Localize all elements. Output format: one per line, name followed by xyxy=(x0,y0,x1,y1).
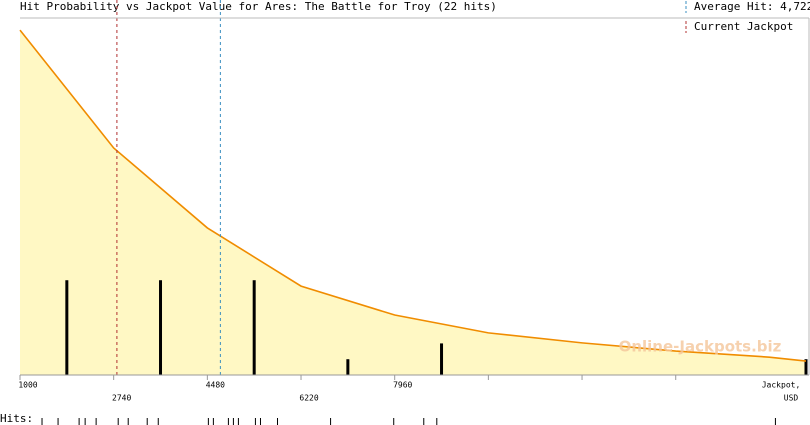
area-fill xyxy=(20,30,806,375)
hit-bar xyxy=(346,359,350,375)
chart-title: Hit Probability vs Jackpot Value for Are… xyxy=(20,0,497,13)
hit-bar xyxy=(252,280,256,375)
hit-bar xyxy=(159,280,163,375)
x-tick-label: 4480 xyxy=(206,381,225,390)
x-tick-label: 6220 xyxy=(299,394,318,403)
x-axis-unit: USD xyxy=(784,394,799,403)
x-tick-label: 1000 xyxy=(18,381,37,390)
hit-bar xyxy=(440,343,444,375)
hit-bar xyxy=(65,280,69,375)
x-tick-label: 2740 xyxy=(112,394,131,403)
x-axis-label: Jackpot, xyxy=(762,381,801,390)
hit-bar xyxy=(804,359,808,375)
legend-label: Current Jackpot xyxy=(694,20,793,33)
hits-label: Hits: xyxy=(0,412,33,425)
watermark: Online-Jackpots.biz xyxy=(619,338,782,356)
probability-line xyxy=(19,29,807,362)
legend-label: Average Hit: 4,722 xyxy=(694,0,810,13)
x-tick-label: 7960 xyxy=(393,381,412,390)
